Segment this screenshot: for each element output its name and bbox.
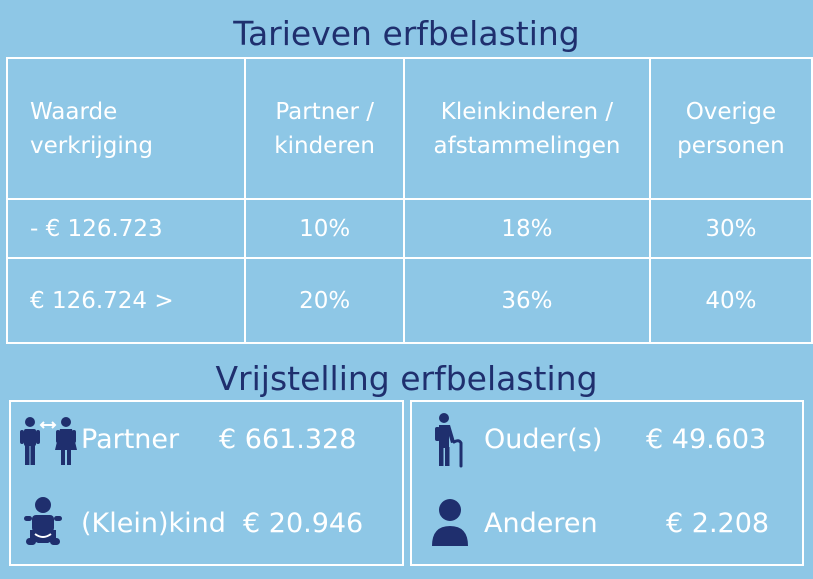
table-header-row: Waarde verkrijging Partner / kinderen Kl…: [5, 57, 813, 200]
header-cell-partner: Partner / kinderen: [244, 57, 406, 200]
header-line: verkrijging: [30, 132, 153, 159]
rates-table: Waarde verkrijging Partner / kinderen Kl…: [5, 57, 813, 344]
table-cell: 18%: [403, 198, 651, 259]
table-cell: € 126.724 >: [5, 257, 247, 344]
header-line: Kleinkinderen /: [440, 98, 614, 125]
exemption-row-others: Anderen € 2.208: [412, 494, 802, 554]
table-row: - € 126.723 10% 18% 30%: [5, 198, 813, 259]
exemption-label: Partner: [81, 424, 180, 455]
elderly-person-icon: [435, 413, 463, 468]
header-cell-others: Overige personen: [648, 57, 813, 200]
exemption-row-parents: Ouder(s) € 49.603: [412, 410, 802, 470]
header-cell-grandchildren: Kleinkinderen / afstammelingen: [403, 57, 651, 200]
header-line: personen: [677, 132, 785, 159]
header-cell-value: Waarde verkrijging: [5, 57, 247, 200]
header-line: Partner /: [275, 98, 374, 125]
header-line: afstammelingen: [433, 132, 621, 159]
table-row: € 126.724 > 20% 36% 40%: [5, 257, 813, 344]
person-icon: [432, 499, 468, 546]
header-line: Overige: [685, 98, 777, 125]
table-cell: 30%: [648, 198, 813, 259]
table-cell: - € 126.723: [5, 198, 247, 259]
header-line: kinderen: [274, 132, 376, 159]
table-cell: 40%: [648, 257, 813, 344]
exemption-label: Ouder(s): [484, 424, 603, 455]
exemption-row-child: (Klein)kind € 20.946: [11, 494, 402, 554]
exemption-value: € 2.208: [666, 508, 770, 539]
exemption-value: € 49.603: [646, 424, 767, 455]
exemption-label: (Klein)kind: [81, 508, 226, 539]
exemption-value: € 20.946: [243, 508, 364, 539]
exemptions-box-left: Partner € 661.328 (Klein)kind € 20.946: [9, 400, 404, 566]
baby-icon: [24, 497, 62, 545]
exemptions-title: Vrijstelling erfbelasting: [215, 359, 598, 398]
exemption-row-partner: Partner € 661.328: [11, 410, 402, 470]
header-line: Waarde: [30, 98, 118, 125]
table-cell: 10%: [244, 198, 406, 259]
rates-title: Tarieven erfbelasting: [233, 14, 580, 53]
exemption-label: Anderen: [484, 508, 598, 539]
exemptions-box-right: Ouder(s) € 49.603 Anderen € 2.208: [410, 400, 804, 566]
couple-icon: [20, 417, 77, 465]
exemption-value: € 661.328: [219, 424, 357, 455]
table-cell: 36%: [403, 257, 651, 344]
table-cell: 20%: [244, 257, 406, 344]
